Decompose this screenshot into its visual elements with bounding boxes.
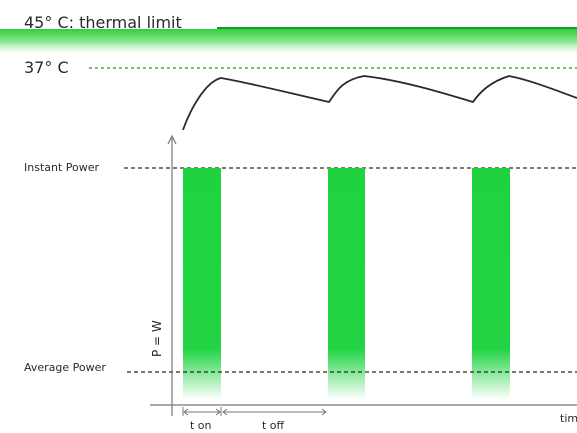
power-pulse [183, 168, 221, 400]
t-off-arrow-right [321, 408, 327, 416]
body-temp-label: 37° C [24, 58, 69, 77]
thermal-limit-label: 45° C: thermal limit [24, 13, 182, 32]
t-on-label: t on [190, 419, 212, 432]
temperature-curve [182, 75, 577, 131]
x-axis-label: tim [560, 412, 577, 425]
t-off-arrow-left [222, 408, 228, 416]
average-power-label: Average Power [24, 361, 106, 374]
thermal-limit-band [0, 29, 577, 57]
y-axis-arrow [167, 134, 177, 145]
t-on-arrow-right [215, 408, 221, 416]
power-pulse [328, 168, 365, 400]
t-off-label: t off [262, 419, 285, 432]
instant-power-label: Instant Power [24, 161, 100, 174]
y-axis-label: P = W [150, 320, 164, 357]
power-pulse [472, 168, 510, 400]
t-on-arrow-left [183, 408, 189, 416]
